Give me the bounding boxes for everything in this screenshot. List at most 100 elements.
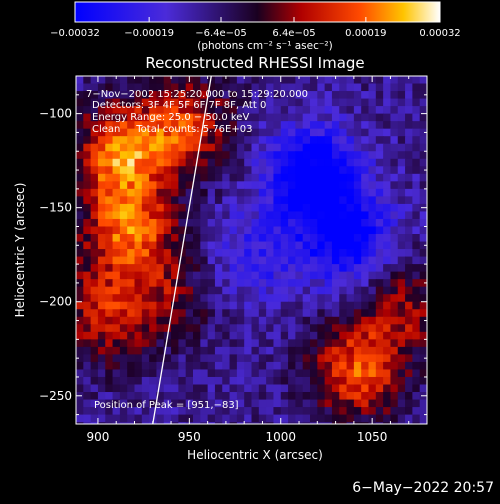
heatmap-cell xyxy=(171,98,179,107)
annotation-clean: Clean Total counts: 5.76E+03 xyxy=(92,124,252,135)
heatmap-cell xyxy=(288,203,296,213)
heatmap-cell xyxy=(346,392,355,401)
heatmap-cell xyxy=(251,83,260,92)
heatmap-cell xyxy=(244,196,253,205)
heatmap-cell xyxy=(156,361,165,371)
heatmap-cell xyxy=(295,106,304,115)
heatmap-cell xyxy=(331,256,340,265)
heatmap-cell xyxy=(193,136,201,145)
heatmap-cell xyxy=(383,234,392,243)
heatmap-cell xyxy=(397,113,406,122)
heatmap-cell xyxy=(178,143,187,152)
heatmap-cell xyxy=(149,83,158,92)
heatmap-cell xyxy=(207,136,216,145)
heatmap-cell xyxy=(324,324,333,333)
heatmap-cell xyxy=(346,286,355,295)
heatmap-cell xyxy=(97,166,106,175)
heatmap-cell xyxy=(200,143,209,152)
heatmap-cell xyxy=(90,422,99,424)
heatmap-cell xyxy=(127,226,136,235)
heatmap-cell xyxy=(412,181,421,190)
heatmap-cell xyxy=(419,324,427,333)
heatmap-cell xyxy=(127,234,136,243)
heatmap-cell xyxy=(134,384,143,393)
heatmap-cell xyxy=(419,113,427,122)
heatmap-cell xyxy=(361,361,370,371)
heatmap-cell xyxy=(302,422,311,424)
heatmap-cell xyxy=(119,218,128,228)
heatmap-cell xyxy=(331,203,340,213)
heatmap-cell xyxy=(112,414,121,423)
heatmap-cell xyxy=(273,256,282,265)
heatmap-cell xyxy=(390,211,399,220)
colorbar-tick-label: 6.4e−05 xyxy=(272,28,315,39)
heatmap-cell xyxy=(258,264,267,273)
heatmap-cell xyxy=(419,256,427,265)
heatmap-cell xyxy=(112,128,121,137)
heatmap-cell xyxy=(339,234,348,243)
heatmap-cell xyxy=(353,279,362,288)
heatmap-cell xyxy=(280,384,289,393)
heatmap-cell xyxy=(361,376,370,386)
heatmap-cell xyxy=(229,301,238,310)
heatmap-cell xyxy=(105,331,114,340)
heatmap-cell xyxy=(90,76,99,85)
heatmap-cell xyxy=(193,316,201,325)
heatmap-cell xyxy=(390,294,399,303)
heatmap-cell xyxy=(361,422,370,424)
heatmap-cell xyxy=(156,76,165,85)
heatmap-cell xyxy=(207,166,216,175)
heatmap-cell xyxy=(229,339,238,348)
heatmap-cell xyxy=(185,407,194,416)
heatmap-cell xyxy=(258,301,267,310)
heatmap-cell xyxy=(427,166,435,174)
heatmap-cell xyxy=(375,91,384,100)
heatmap-cell xyxy=(214,414,223,423)
heatmap-cell xyxy=(353,249,362,258)
heatmap-cell xyxy=(207,106,216,115)
heatmap-cell xyxy=(83,181,92,190)
heatmap-cell xyxy=(331,271,340,280)
heatmap-cell xyxy=(207,361,216,371)
heatmap-cell xyxy=(127,324,136,333)
heatmap-cell xyxy=(208,430,216,438)
heatmap-cell xyxy=(405,151,413,160)
heatmap-cell xyxy=(105,309,114,318)
heatmap-cell xyxy=(302,279,311,288)
heatmap-cell xyxy=(258,181,267,190)
heatmap-cell xyxy=(331,98,340,107)
heatmap-cell xyxy=(397,384,406,393)
heatmap-cell xyxy=(156,241,165,250)
heatmap-cell xyxy=(280,331,289,340)
heatmap-cell xyxy=(353,234,362,243)
heatmap-cell xyxy=(185,173,194,182)
heatmap-cell xyxy=(105,76,114,85)
heatmap-cell xyxy=(258,151,267,160)
heatmap-cell xyxy=(317,151,326,160)
heatmap-cell xyxy=(317,361,326,371)
heatmap-cell xyxy=(229,226,238,235)
heatmap-cell xyxy=(280,279,289,288)
heatmap-cell xyxy=(229,211,238,220)
heatmap-cell xyxy=(163,346,172,355)
heatmap-cell xyxy=(317,234,326,243)
heatmap-cell xyxy=(339,369,348,378)
heatmap-cell xyxy=(178,399,187,408)
heatmap-cell xyxy=(105,324,114,333)
heatmap-cell xyxy=(273,106,282,115)
heatmap-cell xyxy=(119,158,128,167)
heatmap-cell xyxy=(236,151,245,160)
heatmap-cell xyxy=(222,83,231,92)
heatmap-cell xyxy=(405,301,413,310)
heatmap-cell xyxy=(171,384,179,393)
heatmap-cell xyxy=(119,241,128,250)
heatmap-cell xyxy=(405,121,413,130)
heatmap-cell xyxy=(302,136,311,145)
heatmap-cell xyxy=(193,121,201,130)
heatmap-cell xyxy=(171,196,179,205)
heatmap-cell xyxy=(405,226,413,235)
heatmap-cell xyxy=(97,354,106,363)
heatmap-cell xyxy=(214,136,223,145)
heatmap-cell xyxy=(251,218,260,228)
heatmap-cell xyxy=(200,98,209,107)
